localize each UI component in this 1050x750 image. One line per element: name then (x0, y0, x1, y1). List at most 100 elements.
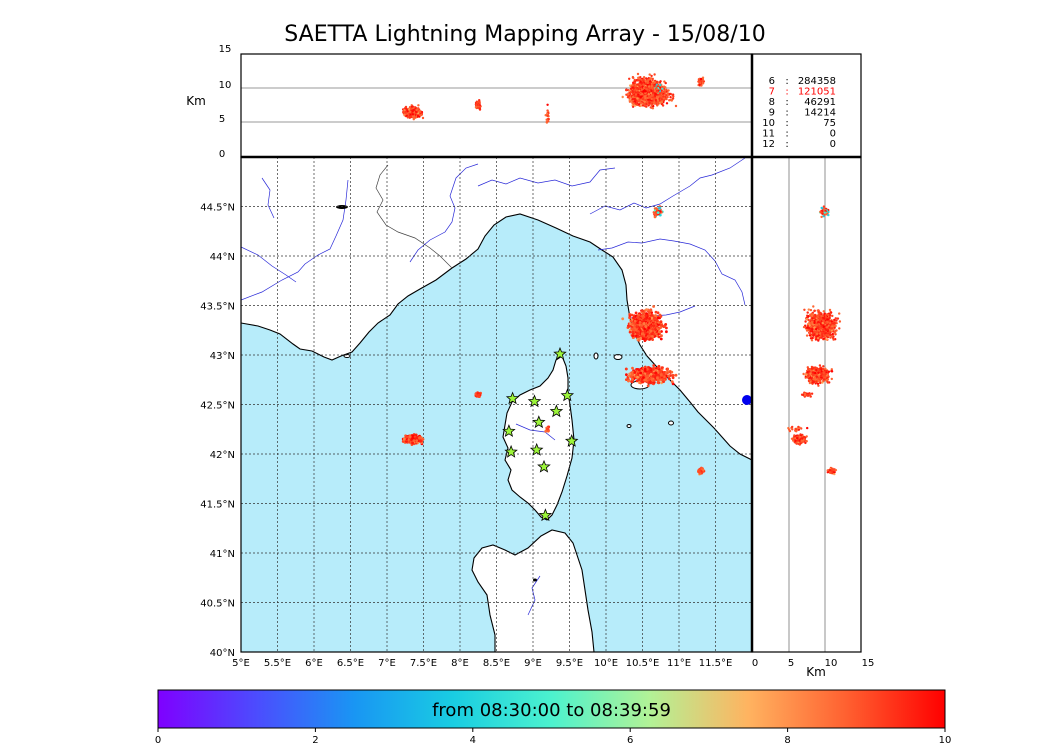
lightning-point (670, 370, 674, 374)
stat-station: 11 (762, 129, 775, 140)
lon-tick-label: 7.5°E (410, 658, 437, 669)
lightning-point (646, 374, 649, 378)
lightning-point (644, 325, 647, 328)
lightning-point (625, 378, 628, 381)
altitude-point (664, 93, 667, 96)
lat-tick-label: 44.5°N (200, 203, 235, 214)
lightning-point (665, 330, 668, 334)
side-point (835, 329, 838, 332)
lightning-point (641, 316, 645, 319)
altitude-point (636, 79, 640, 82)
altitude-point (650, 97, 653, 101)
lightning-point (636, 375, 639, 379)
stat-station: 7 (769, 87, 775, 98)
lightning-point (649, 309, 653, 312)
lightning-point (659, 373, 663, 376)
lightning-point (639, 336, 643, 340)
altitude-point (547, 117, 550, 121)
lightning-point (698, 470, 701, 474)
lightning-point (656, 366, 660, 370)
altitude-point (403, 108, 406, 112)
sardinia-lake (533, 578, 537, 582)
side-point (838, 320, 842, 323)
lightning-point (640, 324, 644, 327)
lightning-point (661, 378, 665, 381)
altitude-point (674, 104, 678, 108)
lightning-point (662, 380, 665, 383)
lightning-point (674, 373, 678, 377)
altitude-point (648, 101, 651, 105)
lightning-point (654, 314, 657, 318)
lightning-point (652, 364, 656, 367)
altitude-point (632, 87, 635, 90)
altitude-point (633, 89, 636, 92)
altitude-point (667, 89, 670, 92)
lightning-point (662, 372, 666, 376)
side-point (803, 308, 806, 311)
altitude-point (647, 93, 650, 96)
altitude-point (650, 74, 653, 78)
altitude-point (669, 96, 672, 99)
altitude-point (665, 97, 668, 101)
altitude-point (634, 83, 637, 86)
altitude-point (631, 84, 634, 87)
stat-station: 12 (762, 139, 775, 150)
lightning-point (630, 380, 634, 384)
lon-tick-label: 5°E (232, 658, 250, 669)
capraia-island (613, 354, 623, 360)
lightning-point (639, 371, 643, 375)
lightning-point (660, 366, 664, 370)
side-point (809, 308, 813, 312)
altitude-point (404, 105, 408, 109)
altitude-point (658, 101, 662, 104)
altitude-point (477, 101, 480, 104)
altitude-point (654, 99, 658, 102)
lightning-point (642, 376, 645, 379)
altitude-point (702, 80, 706, 83)
altitude-point (655, 80, 658, 84)
lightning-point (625, 373, 628, 376)
lightning-point (650, 316, 654, 320)
lightning-point (647, 326, 651, 330)
lon-tick-label: 8°E (451, 658, 469, 669)
lightning-point (650, 377, 653, 381)
altitude-point (660, 98, 663, 101)
altitude-point (659, 95, 663, 98)
altitude-point (478, 99, 481, 102)
lightning-point (628, 372, 632, 376)
side-altitude-panel: 0 5 10 15 Km (241, 54, 874, 679)
side-point (817, 339, 820, 342)
lightning-point (641, 373, 645, 377)
station-star-icon (537, 459, 551, 473)
station-star-icon (504, 444, 518, 458)
altitude-point (621, 95, 624, 99)
lightning-point (477, 393, 480, 397)
station-star-icon (527, 394, 542, 408)
altitude-point (478, 107, 482, 110)
lightning-point (646, 330, 650, 334)
altitude-point (627, 93, 630, 96)
lightning-point (632, 316, 635, 320)
altitude-point (421, 116, 425, 120)
altitude-point (635, 89, 639, 92)
altitude-point (698, 81, 701, 85)
altitude-point (639, 101, 642, 105)
lat-tick-label: 43.5°N (200, 302, 235, 313)
lightning-point (646, 367, 649, 371)
lightning-point (636, 332, 639, 335)
altitude-point (633, 100, 636, 103)
station-star-icon (532, 415, 546, 429)
altitude-point (656, 100, 660, 104)
altitude-point (545, 118, 548, 121)
lightning-point (648, 338, 651, 341)
altitude-point (650, 92, 653, 95)
lightning-point (621, 317, 625, 321)
stat-sep: : (785, 129, 788, 140)
lightning-point (635, 325, 639, 329)
altitude-point (662, 85, 666, 88)
lightning-point (404, 435, 408, 439)
altitude-point (636, 72, 640, 76)
altitude-point (650, 94, 654, 97)
altitude-point (666, 93, 669, 96)
lightning-point (656, 381, 660, 384)
